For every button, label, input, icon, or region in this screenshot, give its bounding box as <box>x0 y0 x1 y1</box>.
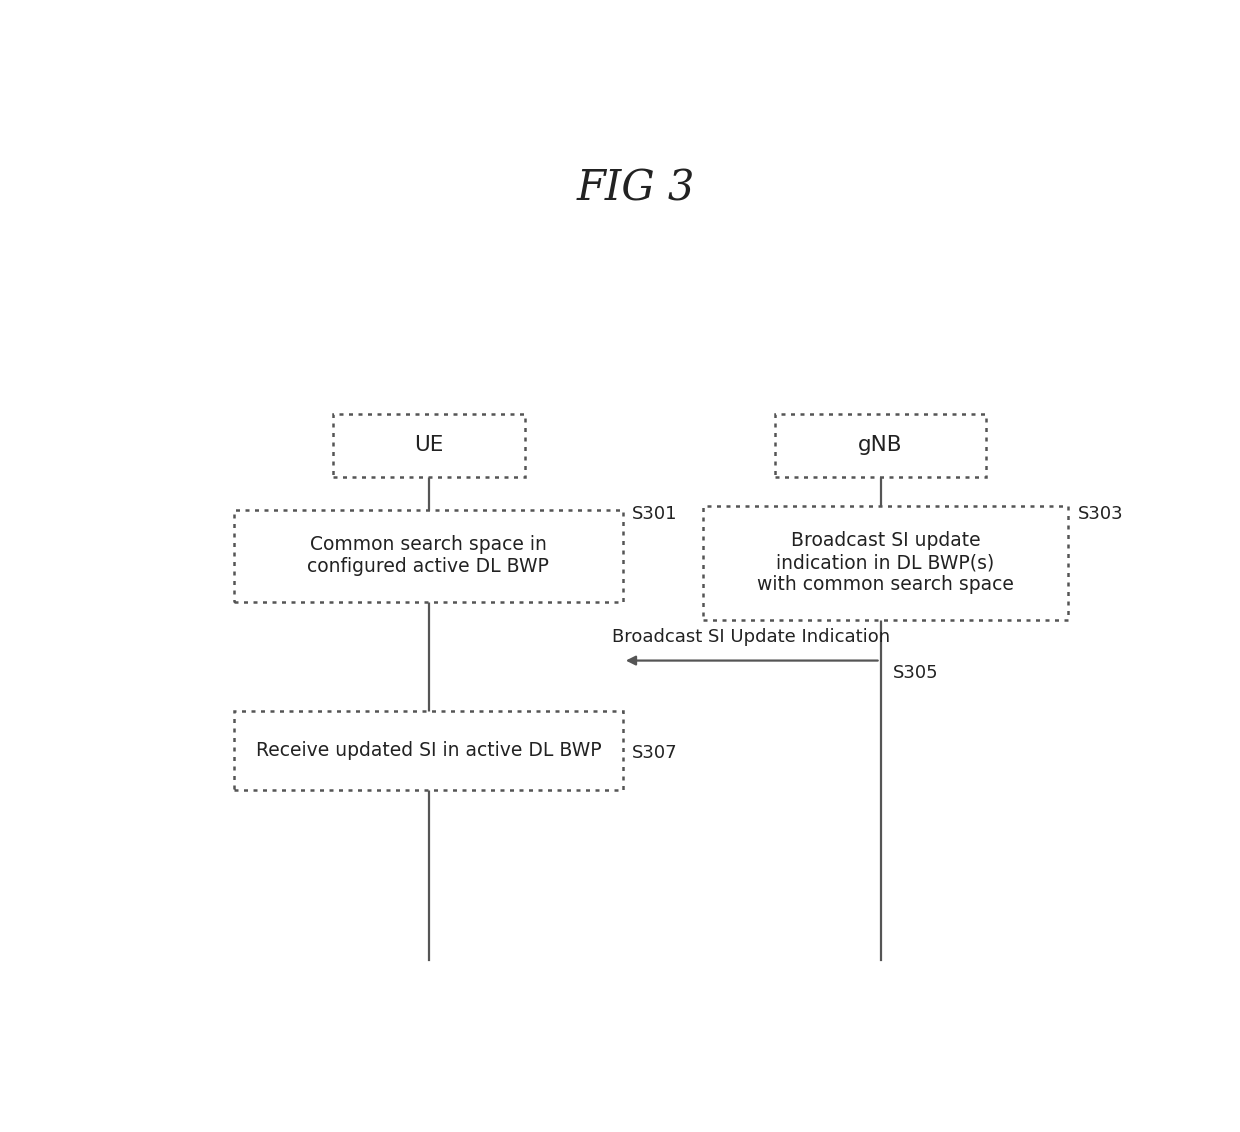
Text: Broadcast SI Update Indication: Broadcast SI Update Indication <box>611 628 890 645</box>
Bar <box>775 414 986 477</box>
Text: Common search space in
configured active DL BWP: Common search space in configured active… <box>308 535 549 576</box>
Bar <box>234 711 622 790</box>
Bar <box>234 511 622 602</box>
Text: S305: S305 <box>893 663 939 681</box>
Bar <box>703 506 1068 619</box>
Text: UE: UE <box>414 436 444 455</box>
Text: S303: S303 <box>1078 505 1123 523</box>
Text: S301: S301 <box>631 505 677 523</box>
Text: FIG 3: FIG 3 <box>577 168 694 209</box>
Bar <box>332 414 525 477</box>
Text: Receive updated SI in active DL BWP: Receive updated SI in active DL BWP <box>255 740 601 760</box>
Text: gNB: gNB <box>858 436 903 455</box>
Text: S307: S307 <box>631 744 677 762</box>
Text: Broadcast SI update
indication in DL BWP(s)
with common search space: Broadcast SI update indication in DL BWP… <box>756 531 1014 594</box>
